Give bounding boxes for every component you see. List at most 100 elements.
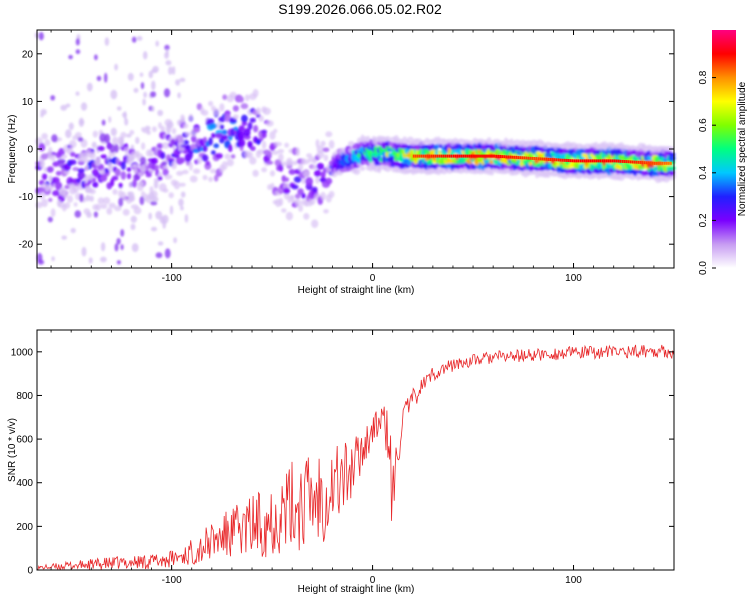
spectrogram-ridge-cell [465,154,467,158]
spectrogram-cell [303,213,310,220]
spectrogram-cell [316,150,325,159]
spectrogram-ridge-cell [434,154,437,158]
spectrogram-cell [108,202,116,209]
spectrogram-ridge-cell [545,157,548,161]
spectrogram-ridge-cell [575,159,578,163]
spectrogram-cell [173,180,181,190]
spectrogram-ridge-cell [553,158,556,162]
spectrogram-ridge-cell [613,159,616,163]
spectrogram-cell [145,172,152,178]
spectrogram-ridge-cell [617,159,620,163]
spectrogram-cell [294,198,301,207]
snr-xlabel: Height of straight line (km) [298,584,415,595]
y-tick-label: 200 [16,522,33,533]
spectrogram-cell [188,150,193,159]
spectrogram-noise-cell [150,201,158,206]
spectrogram-ridge-cell [639,160,642,164]
spectrogram-ridge-cell [623,160,626,163]
spectrogram-cell [120,171,127,180]
spectrogram-ridge-cell [647,161,650,165]
spectrogram-cell [106,207,113,215]
spectrogram-noise-cell [139,164,146,173]
spectrogram-noise-cell [151,105,155,112]
spectrogram-noise-cell [148,70,154,79]
spectrogram-cell [112,188,118,195]
spectrogram-cell [158,122,162,129]
spectrogram-cell [141,142,146,150]
spectrogram-cell [38,186,46,193]
spectrogram-noise-cell [61,235,67,240]
spectrogram-ridge-cell [629,160,632,164]
y-tick-label: 0 [27,566,33,577]
figure-title: S199.2026.066.05.02.R02 [278,1,442,17]
spectrogram-noise-cell [131,36,137,43]
spectrogram-noise-cell [133,174,139,181]
spectrogram-ridge-cell [666,161,668,165]
spectrogram-cell [120,161,126,171]
spectrogram-noise-cell [79,172,86,179]
spectrogram-cell [219,103,225,112]
spectrogram-cell [233,126,239,131]
spectrogram-cell [64,184,70,190]
spectrogram-ridge-cell [479,154,481,158]
spectrogram-ridge-cell [455,154,457,158]
spectrogram-ridge-cell [511,155,513,159]
spectrogram-noise-cell [133,168,138,174]
spectrogram-ridge-cell [609,159,612,163]
spectrogram-noise-cell [136,36,143,41]
spectrogram-noise-cell [127,72,134,81]
y-tick-label: 400 [16,478,33,489]
spectrogram-noise-cell [99,169,106,175]
spectrogram-cell [221,129,228,135]
spectrogram-cell [52,161,60,167]
spectrogram-noise-cell [51,256,55,262]
spectrogram-ridge-cell [591,159,594,163]
spectrogram-ridge-cell [509,155,511,159]
spectrogram-ridge-cell [547,157,550,161]
spectrogram-ridge-cell [643,161,646,165]
spectrogram-ridge-cell [473,154,475,158]
spectrogram-cell [261,167,267,173]
spectrogram-cell [288,169,296,175]
spectrogram-cell [224,113,231,122]
spectrogram-cell [70,151,76,157]
spectrogram-cell [209,168,217,174]
spectrogram-ridge-cell [581,159,584,163]
spectrogram-cell [202,174,208,181]
spectrogram-ridge-cell [513,155,515,159]
spectrogram-noise-cell [126,133,132,138]
spectrogram-noise-cell [151,80,156,91]
spectrogram-ridge-cell [440,154,443,158]
spectrogram-cell [209,123,218,129]
spectrogram-noise-cell [163,88,171,98]
spectrogram-ridge-cell [521,156,524,160]
spectrogram-cell [284,177,290,182]
spectrogram-ridge-cell [541,157,544,161]
spectrogram-cell [241,121,248,126]
spectrogram-cell [89,151,96,160]
spectrogram-cell [320,191,326,201]
colorbar-tick-label: 0.6 [698,118,709,132]
spectrogram-cell [255,107,261,116]
spectrogram-cell [325,177,333,185]
snr-ylabel: SNR (10 * v/v) [7,418,18,482]
spectrogram-ridge-cell [567,159,570,162]
spectrogram-cell [269,170,276,177]
spectrogram-cell [120,131,127,139]
spectrogram-noise-cell [91,161,96,168]
y-tick-label: 20 [22,49,34,60]
spectrogram-ridge-cell [657,161,660,165]
y-tick-label: -20 [19,240,34,251]
spectrogram-cell [232,114,239,120]
spectrogram-ridge-cell [503,155,505,159]
spectrogram-noise-cell [107,162,113,169]
x-tick-label: 100 [565,273,582,284]
spectrogram-cell [208,137,213,146]
spectrogram-ridge-cell [497,154,499,158]
spectrogram-ridge-cell [428,154,431,158]
spectrogram-cell [320,171,326,178]
spectrogram-cell [359,166,366,171]
spectrogram-ridge-cell [467,154,469,158]
x-tick-label: 0 [370,575,376,586]
spectrogram-ridge-cell [507,155,509,159]
